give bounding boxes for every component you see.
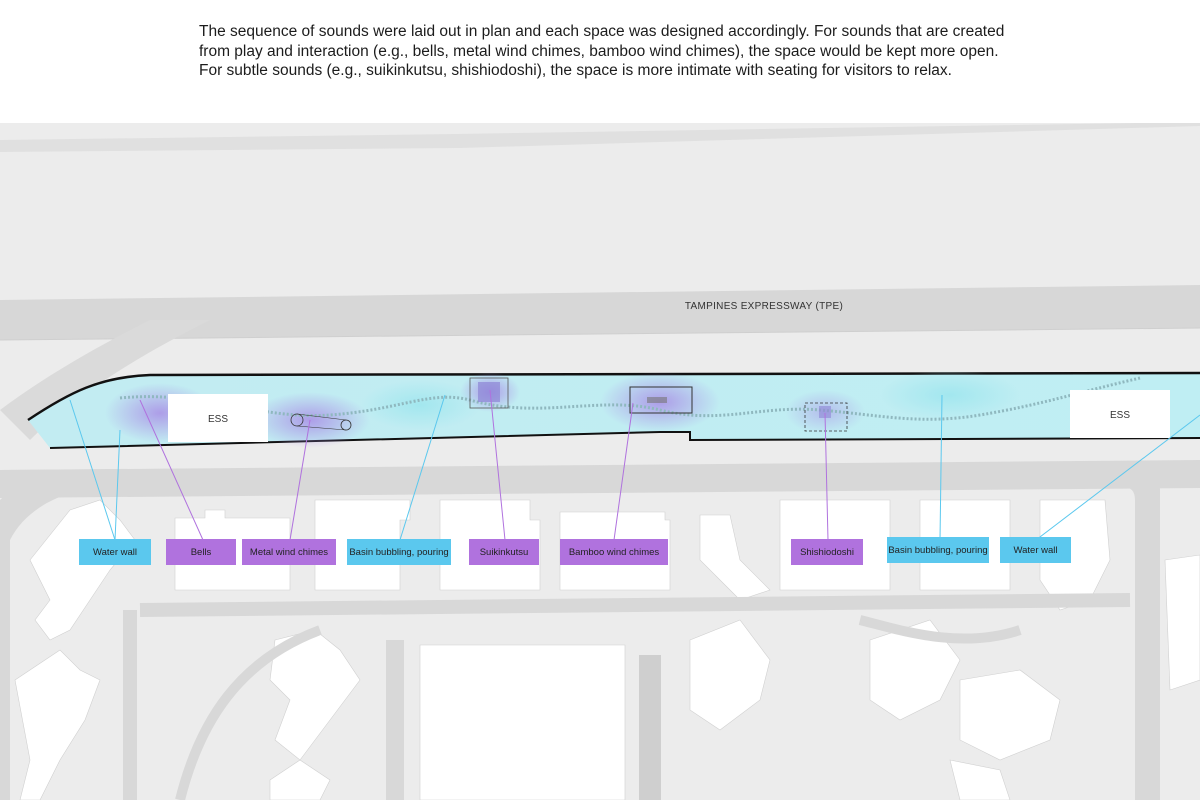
label-metal-wind-chimes: Metal wind chimes (242, 539, 336, 565)
winding-path (119, 376, 1141, 421)
site-plan: ESS ESS TAMPINES EXPRES (0, 123, 1200, 800)
label-bamboo-wind-chimes: Bamboo wind chimes (560, 539, 668, 565)
bamboo-pavilion (629, 386, 693, 414)
intro-paragraph: The sequence of sounds were laid out in … (199, 23, 1005, 79)
label-bells: Bells (166, 539, 236, 565)
housing-blocks (14, 499, 1200, 800)
ess-label-right: ESS (1110, 410, 1130, 421)
leader-lines (69, 389, 1200, 541)
shishiodoshi-pavilion (804, 402, 848, 432)
label-basin-right: Basin bubbling, pouring (887, 537, 989, 563)
label-suikinkutsu: Suikinkutsu (469, 539, 539, 565)
expressway (0, 285, 1200, 340)
upper-road (0, 123, 1200, 152)
label-water-wall-right: Water wall (1000, 537, 1071, 563)
road-label: TAMPINES EXPRESSWAY (TPE) (685, 301, 843, 312)
label-water-wall-left: Water wall (79, 539, 151, 565)
left-curve-road (0, 470, 90, 800)
ess-block-right (1070, 390, 1170, 438)
ess-label-left: ESS (208, 414, 228, 425)
park-edge (27, 371, 1200, 422)
suikinkutsu-pavilion (469, 377, 509, 409)
expressway-edge (0, 327, 1200, 341)
park-edge-south (49, 431, 1200, 449)
label-shishiodoshi: Shishiodoshi (791, 539, 863, 565)
label-basin-left: Basin bubbling, pouring (347, 539, 451, 565)
ess-block-left (168, 394, 268, 442)
